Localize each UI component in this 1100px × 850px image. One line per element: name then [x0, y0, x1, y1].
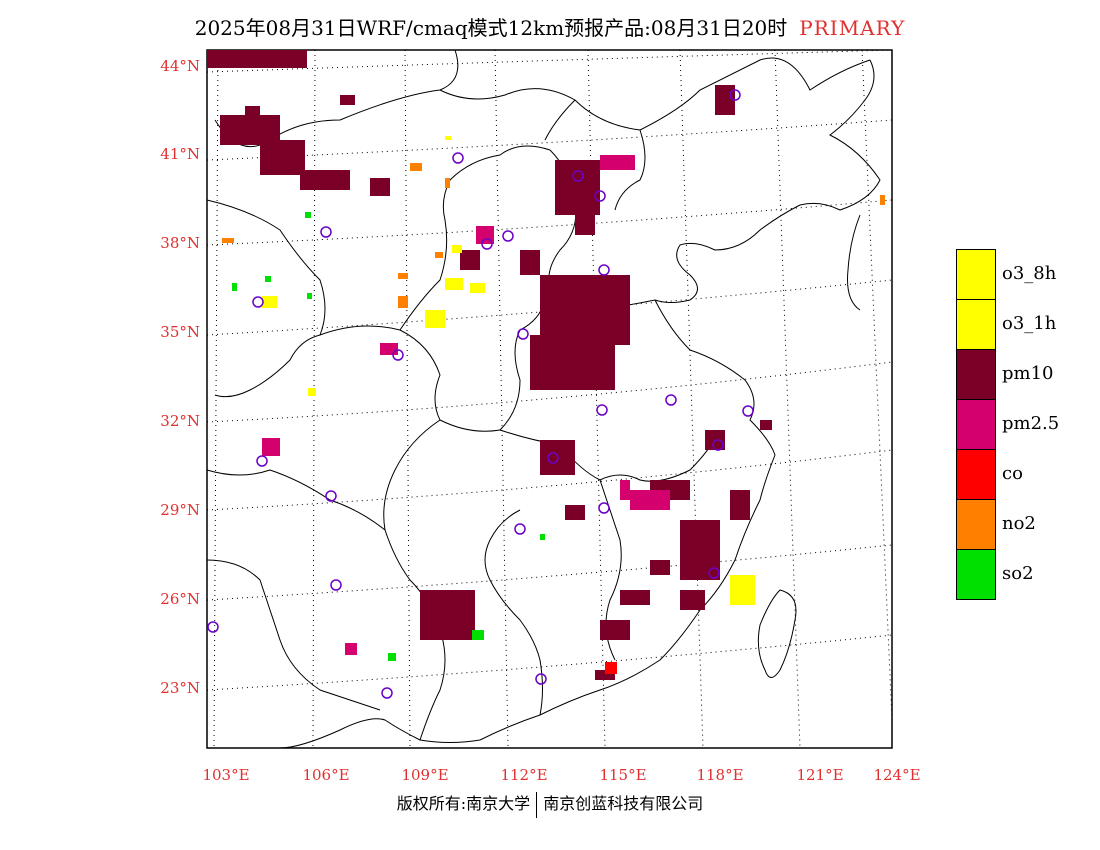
legend-swatch — [956, 549, 996, 600]
lon-label-118: 118°E — [696, 766, 744, 784]
legend-item-o3-1h: o3_1h — [956, 299, 1056, 350]
legend-label: co — [1002, 463, 1023, 484]
co-cells — [605, 662, 617, 674]
legend-item-no2: no2 — [956, 499, 1036, 550]
legend-label: no2 — [1002, 513, 1036, 534]
footer-divider — [536, 791, 538, 818]
legend-swatch — [956, 249, 996, 300]
legend-item-pm25: pm2.5 — [956, 399, 1059, 450]
o3-cells — [262, 136, 755, 605]
lon-label-109: 109°E — [401, 766, 449, 784]
lon-label-112: 112°E — [500, 766, 548, 784]
lon-label-103: 103°E — [202, 766, 250, 784]
lat-label-35: 35°N — [160, 323, 200, 341]
legend-item-pm10: pm10 — [956, 349, 1054, 400]
lon-label-121: 121°E — [796, 766, 844, 784]
pollutant-legend: o3_8h o3_1h pm10 pm2.5 co no2 so2 — [956, 249, 1059, 600]
legend-item-co: co — [956, 449, 1024, 500]
legend-swatch — [956, 299, 996, 350]
lon-label-124: 124°E — [873, 766, 921, 784]
legend-item-so2: so2 — [956, 549, 1034, 600]
title-text: 2025年08月31日WRF/cmaq模式12km预报产品:08月31日20时 — [194, 16, 788, 40]
legend-item-o3-8h: o3_8h — [956, 249, 1056, 300]
so2-cells — [232, 212, 545, 661]
lat-label-29: 29°N — [160, 501, 200, 519]
lat-label-23: 23°N — [160, 679, 200, 697]
lat-label-32: 32°N — [160, 412, 200, 430]
lon-label-115: 115°E — [599, 766, 647, 784]
graticule — [206, 49, 893, 749]
pollution-cells — [207, 50, 885, 680]
lat-label-26: 26°N — [160, 590, 200, 608]
pm10-cells — [207, 50, 772, 680]
legend-swatch — [956, 499, 996, 550]
legend-label: pm2.5 — [1002, 413, 1060, 434]
legend-label: pm10 — [1002, 363, 1054, 384]
lat-label-44: 44°N — [160, 57, 200, 75]
site-markers — [207, 89, 754, 699]
legend-label: o3_8h — [1002, 263, 1057, 284]
legend-label: o3_1h — [1002, 313, 1057, 334]
pm25-cells — [262, 155, 670, 655]
lon-label-106: 106°E — [302, 766, 350, 784]
lat-label-41: 41°N — [160, 145, 200, 163]
legend-swatch — [956, 449, 996, 500]
map-title: 2025年08月31日WRF/cmaq模式12km预报产品:08月31日20时 P… — [0, 12, 1100, 41]
legend-label: so2 — [1002, 563, 1034, 584]
lat-label-38: 38°N — [160, 234, 200, 252]
map-frame — [206, 49, 893, 749]
legend-swatch — [956, 399, 996, 450]
primary-tag: PRIMARY — [799, 16, 906, 40]
no2-cells — [222, 163, 885, 308]
copyright-right: 南京创蓝科技有限公司 — [543, 794, 704, 813]
copyright-left: 版权所有:南京大学 — [396, 794, 531, 813]
copyright-footer: 版权所有:南京大学 南京创蓝科技有限公司 — [0, 790, 1100, 818]
legend-swatch — [956, 349, 996, 400]
